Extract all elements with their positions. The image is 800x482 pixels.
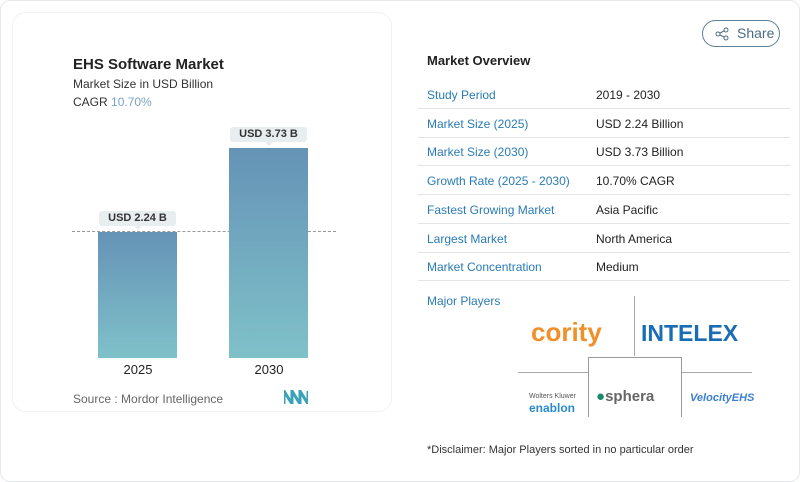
bar-2030: [229, 148, 308, 358]
player-logo-velocityehs: VelocityEHS: [690, 392, 755, 404]
major-players-label: Major Players: [427, 294, 501, 308]
player-logo-enablon: enablon: [529, 401, 576, 415]
x-tick-label: 2030: [254, 362, 284, 377]
share-button[interactable]: Share: [702, 20, 780, 47]
row-key: Largest Market: [427, 231, 508, 246]
overview-row: Study Period 2019 - 2030: [418, 80, 790, 109]
share-label: Share: [737, 25, 775, 41]
player-logo-wolters-kluwer: Wolters Kluwer: [529, 393, 576, 400]
row-value: USD 2.24 Billion: [596, 116, 684, 131]
row-key: Fastest Growing Market: [427, 202, 555, 217]
cagr-label: CAGR: [73, 95, 108, 109]
mordor-logo-icon: [284, 390, 308, 404]
row-value: Medium: [596, 260, 639, 275]
row-value: Asia Pacific: [596, 202, 659, 217]
row-key: Study Period: [427, 88, 496, 102]
chart-card: [12, 12, 392, 412]
x-tick-label: 2025: [123, 362, 153, 377]
row-key: Market Size (2030): [427, 145, 529, 160]
overview-title: Market Overview: [427, 53, 531, 68]
player-logo-sphera: ●sphera: [596, 388, 655, 405]
chart-cagr: CAGR 10.70%: [73, 95, 152, 109]
bar-2025: [98, 231, 177, 358]
row-value: 10.70% CAGR: [596, 174, 675, 189]
reference-line: [72, 231, 336, 232]
chart-subtitle: Market Size in USD Billion: [73, 77, 214, 91]
data-label: USD 2.24 B: [99, 210, 176, 230]
row-value: USD 3.73 Billion: [596, 145, 684, 160]
row-key: Market Concentration: [427, 260, 542, 275]
overview-row: Market Size (2030) USD 3.73 Billion: [418, 137, 790, 167]
chart-title: EHS Software Market: [73, 56, 224, 73]
cagr-value: 10.70%: [111, 95, 152, 109]
overview-row: Market Size (2025) USD 2.24 Billion: [418, 109, 790, 138]
overview-row: Growth Rate (2025 - 2030) 10.70% CAGR: [418, 166, 790, 196]
row-key: Growth Rate (2025 - 2030): [427, 174, 570, 189]
share-icon: [715, 27, 729, 41]
disclaimer: *Disclaimer: Major Players sorted in no …: [427, 444, 694, 456]
source-text: Source : Mordor Intelligence: [73, 392, 224, 406]
row-key: Market Size (2025): [427, 116, 529, 131]
overview-row: Fastest Growing Market Asia Pacific: [418, 195, 790, 224]
data-label: USD 3.73 B: [230, 127, 307, 146]
row-value: 2019 - 2030: [596, 88, 661, 102]
overview-row: Largest Market North America: [418, 224, 790, 253]
row-value: North America: [596, 231, 673, 246]
player-sphera-box: [588, 357, 682, 417]
player-logo-intelex: INTELEX: [641, 320, 739, 346]
overview-row: Market Concentration Medium: [418, 252, 790, 282]
player-logo-cority: cority: [531, 317, 602, 347]
sphera-icon: ●: [596, 388, 606, 405]
